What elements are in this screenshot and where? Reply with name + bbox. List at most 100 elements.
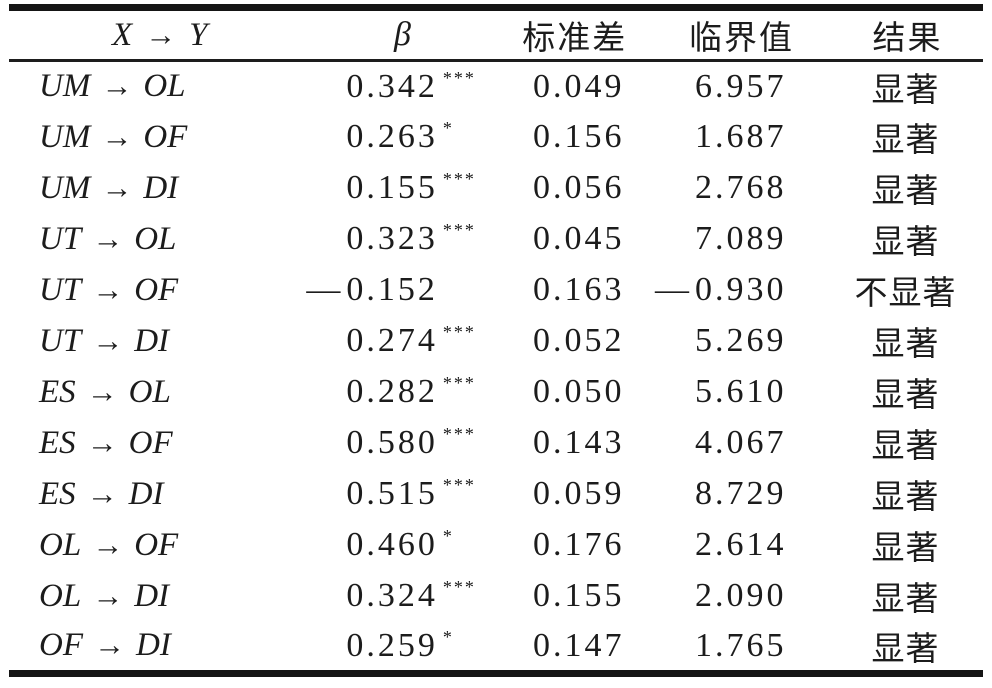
beta-value: 0.460: [346, 526, 438, 563]
beta-value: 0.259: [346, 626, 438, 664]
arrow-icon: →: [86, 373, 118, 409]
critical-value: 5.610: [694, 373, 787, 410]
significance-stars: ***: [442, 169, 476, 189]
table-row: UM → DI 0.155 *** 0.056 2.768 显著: [9, 163, 983, 214]
result-label: 显著: [871, 631, 940, 668]
significance-stars: *: [442, 526, 454, 546]
path-coefficients-table: X → Y β 标准差 临界值 结果 UM → OL 0.342 *** 0.049 6.…: [9, 4, 983, 677]
beta-value: 0.342: [346, 67, 438, 105]
path-to: OF: [134, 271, 179, 308]
beta-value: 0.152: [346, 271, 438, 308]
arrow-icon: →: [92, 271, 124, 307]
arrow-icon: →: [92, 322, 124, 358]
critical-value: 1.687: [694, 118, 787, 155]
result-label: 显著: [871, 72, 940, 109]
significance-stars: *: [442, 626, 454, 647]
path-to: DI: [134, 322, 170, 359]
column-header-beta: β: [394, 16, 413, 53]
path-to: DI: [134, 577, 170, 614]
significance-stars: ***: [442, 577, 476, 597]
path-from: UT: [39, 271, 82, 308]
beta-value: 0.515: [346, 475, 438, 512]
table-row: ES → DI 0.515 *** 0.059 8.729 显著: [9, 469, 983, 520]
path-from: OL: [39, 526, 82, 563]
se-value: 0.052: [533, 322, 625, 359]
path-from: OF: [39, 627, 83, 663]
table-row: ES → OL 0.282 *** 0.050 5.610 显著: [9, 367, 983, 418]
arrow-icon: →: [86, 475, 118, 511]
column-header-path: X → Y: [9, 8, 330, 61]
se-value: 0.163: [533, 271, 625, 308]
critical-value: 7.089: [694, 220, 787, 257]
beta-value: 0.323: [346, 220, 438, 257]
table-row: UT → DI 0.274 *** 0.052 5.269 显著: [9, 316, 983, 367]
path-to: OL: [134, 220, 177, 257]
significance-stars: ***: [442, 475, 476, 495]
result-label: 显著: [871, 429, 940, 465]
significance-stars: ***: [442, 220, 476, 240]
beta-value: 0.263: [346, 118, 438, 155]
path-to: OL: [128, 373, 171, 410]
minus-sign: —: [306, 271, 341, 308]
path-from: UM: [39, 118, 91, 155]
result-label: 显著: [871, 480, 940, 516]
result-label: 显著: [871, 123, 940, 159]
se-value: 0.050: [533, 373, 625, 410]
path-from: ES: [39, 475, 76, 512]
result-label: 显著: [871, 531, 940, 567]
path-to: OF: [134, 526, 179, 563]
path-to: DI: [136, 627, 171, 663]
header-x-label: X: [111, 16, 135, 53]
arrow-icon: →: [92, 220, 124, 256]
critical-value: 2.090: [694, 577, 787, 614]
beta-value: 0.155: [346, 169, 438, 206]
critical-value: 2.768: [694, 169, 787, 206]
table-row: OL → OF 0.460 * 0.176 2.614 显著: [9, 520, 983, 571]
path-to: DI: [128, 475, 164, 512]
path-to: OL: [143, 68, 186, 105]
beta-value: 0.324: [346, 577, 438, 614]
path-from: OL: [39, 577, 82, 614]
arrow-icon: →: [101, 68, 133, 104]
path-from: ES: [39, 424, 76, 461]
table-row: OL → DI 0.324 *** 0.155 2.090 显著: [9, 571, 983, 622]
path-from: ES: [39, 373, 76, 410]
arrow-icon: →: [92, 577, 124, 613]
path-from: UT: [39, 220, 82, 257]
se-value: 0.156: [533, 118, 625, 155]
path-from: UM: [39, 68, 91, 105]
critical-value: 2.614: [694, 526, 787, 563]
table-row: UT → OL 0.323 *** 0.045 7.089 显著: [9, 214, 983, 265]
result-label: 显著: [871, 582, 940, 618]
header-row: X → Y β 标准差 临界值 结果: [9, 8, 983, 61]
path-to: DI: [143, 169, 179, 206]
se-value: 0.059: [533, 475, 625, 512]
critical-value: 8.729: [694, 475, 787, 512]
result-label: 显著: [871, 225, 940, 261]
arrow-icon: →: [92, 526, 124, 562]
significance-stars: ***: [442, 322, 476, 342]
critical-value: 1.765: [694, 626, 787, 664]
table-row: UM → OF 0.263 * 0.156 1.687 显著: [9, 112, 983, 163]
result-label: 显著: [871, 378, 940, 414]
significance-stars: ***: [442, 373, 476, 393]
path-to: OF: [128, 424, 173, 461]
result-label: 显著: [871, 327, 940, 363]
se-value: 0.056: [533, 169, 625, 206]
se-value: 0.155: [533, 577, 625, 614]
minus-sign: —: [654, 271, 689, 308]
column-header-critical: 临界值: [688, 21, 794, 57]
se-value: 0.147: [533, 626, 625, 664]
se-value: 0.176: [533, 526, 625, 563]
critical-value: 5.269: [694, 322, 787, 359]
result-label: 不显著: [854, 276, 957, 312]
result-label: 显著: [871, 174, 940, 210]
table-row: ES → OF 0.580 *** 0.143 4.067 显著: [9, 418, 983, 469]
se-value: 0.049: [533, 67, 625, 105]
header-y-label: Y: [189, 16, 210, 53]
critical-value: 6.957: [694, 67, 787, 105]
table-row: UT → OF —0.152 0.163 —0.930 不显著: [9, 265, 983, 316]
table-row: UM → OL 0.342 *** 0.049 6.957 显著: [9, 61, 983, 112]
significance-stars: ***: [442, 67, 476, 88]
arrow-icon: →: [86, 424, 118, 460]
